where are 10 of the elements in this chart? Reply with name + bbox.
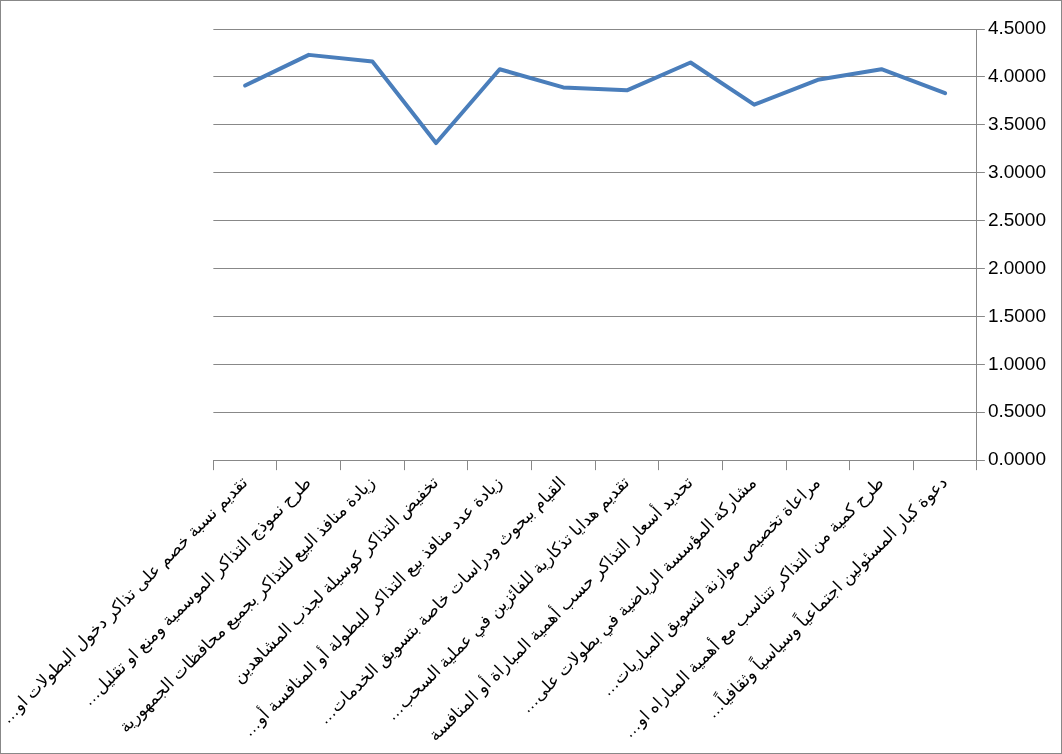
y-tick-label: 2.0000 [987, 256, 1047, 278]
y-tick-label: 0.5000 [987, 400, 1047, 422]
y-tick-label: 0.0000 [987, 448, 1047, 470]
y-tick-label: 1.0000 [987, 352, 1047, 374]
y-tick-label: 3.0000 [987, 160, 1047, 182]
y-tick-label: 3.5000 [987, 113, 1047, 135]
y-tick-label: 1.5000 [987, 304, 1047, 326]
y-tick-label: 4.0000 [987, 65, 1047, 87]
y-tick-label: 2.5000 [987, 208, 1047, 230]
y-tick-label: 4.5000 [987, 17, 1047, 39]
